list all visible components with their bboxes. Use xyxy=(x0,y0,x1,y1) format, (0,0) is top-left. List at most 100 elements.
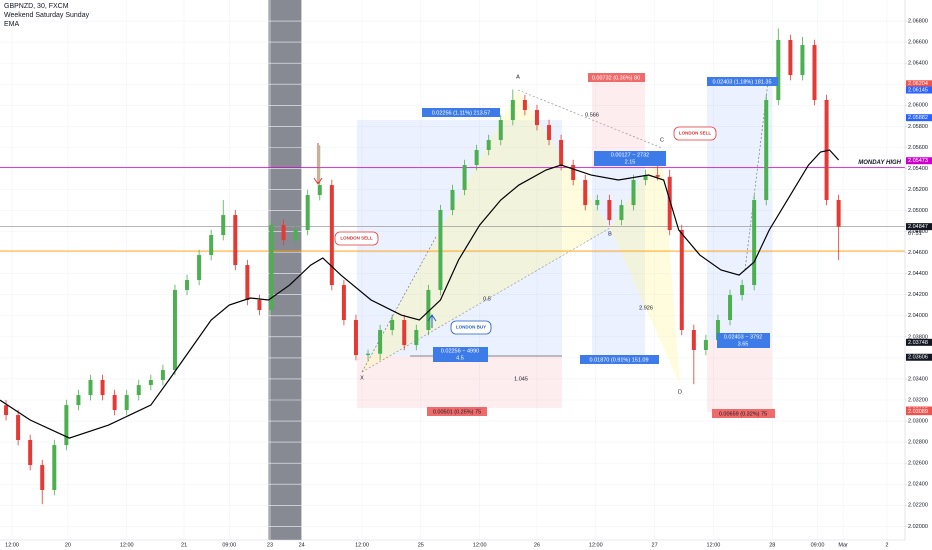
candle-body xyxy=(52,445,57,490)
y-tick-label: 2.05800 xyxy=(908,124,928,130)
y-tick-label: 2.03200 xyxy=(908,397,928,403)
chart-title: GBPNZD, 30, FXCM xyxy=(4,3,69,10)
y-tick-label: 2.06600 xyxy=(908,40,928,46)
position-label: 0.00501 (0.25%) 75 xyxy=(433,409,481,415)
y-tick-label: 2.05600 xyxy=(908,145,928,151)
candle-body xyxy=(426,290,431,330)
candle-body xyxy=(607,200,612,220)
x-tick-label: 2 xyxy=(885,542,888,548)
callout-text: LONDON BUY xyxy=(456,325,486,330)
label-box xyxy=(717,333,770,348)
candle-body xyxy=(462,165,467,190)
long-position-profit xyxy=(357,120,562,356)
point-label: C xyxy=(660,137,664,143)
trend-dash xyxy=(744,81,769,271)
candle-body xyxy=(28,440,33,466)
label-box xyxy=(580,355,659,364)
candle-body xyxy=(752,200,757,286)
candle-body xyxy=(160,370,165,380)
price-label: 2.05882 xyxy=(908,115,928,121)
candle-body xyxy=(691,330,696,350)
position-label: 0.00127 − 2732 xyxy=(611,152,649,158)
x-tick-label: 23 xyxy=(267,542,273,548)
price-label: 2.03748 xyxy=(908,340,928,346)
x-tick-label: 21 xyxy=(181,542,187,548)
candle-body xyxy=(414,330,419,346)
candle-body xyxy=(510,100,515,120)
long-position-loss xyxy=(707,340,772,412)
point-label: D xyxy=(678,389,682,395)
candle-body xyxy=(534,110,539,126)
point-label: B xyxy=(608,231,612,237)
x-tick-label: 25 xyxy=(418,542,424,548)
candle-body xyxy=(715,320,720,340)
candle-body xyxy=(341,285,346,320)
x-tick-label: 27 xyxy=(652,542,658,548)
candle-body xyxy=(559,140,564,166)
y-tick-label: 2.05200 xyxy=(908,187,928,193)
label-box xyxy=(707,77,778,86)
price-label: 2.05473 xyxy=(908,158,928,164)
y-tick-label: 2.04800 xyxy=(908,229,928,235)
candle-body xyxy=(583,180,588,206)
candle-body xyxy=(281,225,286,240)
candle-body xyxy=(679,230,684,330)
candle-body xyxy=(100,380,105,396)
candle-body xyxy=(547,125,552,140)
x-tick-label: Mar xyxy=(838,542,848,548)
candle-body xyxy=(329,185,334,286)
candle-body xyxy=(776,40,781,100)
y-tick-label: 2.02600 xyxy=(908,461,928,467)
callout xyxy=(334,231,379,246)
candle-body xyxy=(136,385,141,396)
candle-body xyxy=(788,40,793,76)
y-tick-label: 2.06000 xyxy=(908,103,928,109)
y-tick-label: 2.03400 xyxy=(908,376,928,382)
position-label: 0.01870 (0.91%) 151.09 xyxy=(589,357,648,363)
label-box xyxy=(588,73,645,82)
x-tick-label: 12:00 xyxy=(707,542,721,548)
candle-body xyxy=(836,200,841,227)
y-tick-label: 2.06400 xyxy=(908,61,928,67)
y-tick-label: 2.05000 xyxy=(908,208,928,214)
candle-body xyxy=(293,230,298,240)
y-tick-label: 2.03000 xyxy=(908,419,928,425)
candle-body xyxy=(233,215,238,266)
arrow-head xyxy=(427,314,437,322)
candle-body xyxy=(269,225,274,310)
candle-body xyxy=(631,180,636,206)
candle-body xyxy=(305,195,310,230)
candle-body xyxy=(40,465,45,490)
x-tick-label: 24 xyxy=(299,542,305,548)
candle-body xyxy=(498,120,503,140)
long-position-loss xyxy=(357,356,562,408)
label-box xyxy=(422,108,500,117)
short-position-profit xyxy=(592,165,645,356)
y-tick-label: 2.05400 xyxy=(908,166,928,172)
line-label: MONDAY HIGH xyxy=(858,160,901,166)
ratio-label: 2.926 xyxy=(639,305,653,311)
candle-body xyxy=(522,100,527,110)
candle-body xyxy=(486,140,491,150)
indicator-name: Weekend Saturday Sunday xyxy=(4,12,90,19)
candle-body xyxy=(619,205,624,220)
ratio-label: 0.566 xyxy=(585,112,599,118)
x-tick-label: 12:00 xyxy=(473,542,487,548)
price-label: 2.03606 xyxy=(908,355,928,361)
price-label-box xyxy=(906,86,932,94)
label-box xyxy=(427,407,487,416)
price-label: 2.03089 xyxy=(908,409,928,415)
price-label-box xyxy=(906,157,932,165)
candle-body xyxy=(655,175,660,177)
y-tick-label: 2.04200 xyxy=(908,292,928,298)
x-tick-label: 20 xyxy=(65,542,71,548)
candle-body xyxy=(728,295,733,320)
plot-area: MONDAY HIGH xyxy=(0,28,905,505)
callout xyxy=(673,126,717,141)
ratio-label: 1.045 xyxy=(514,376,528,382)
ratio-label: 0.5 xyxy=(483,296,491,302)
candle-body xyxy=(438,210,443,290)
x-tick-label: 09:00 xyxy=(811,542,825,548)
position-label: 0.02256 − 4990 xyxy=(441,348,479,354)
